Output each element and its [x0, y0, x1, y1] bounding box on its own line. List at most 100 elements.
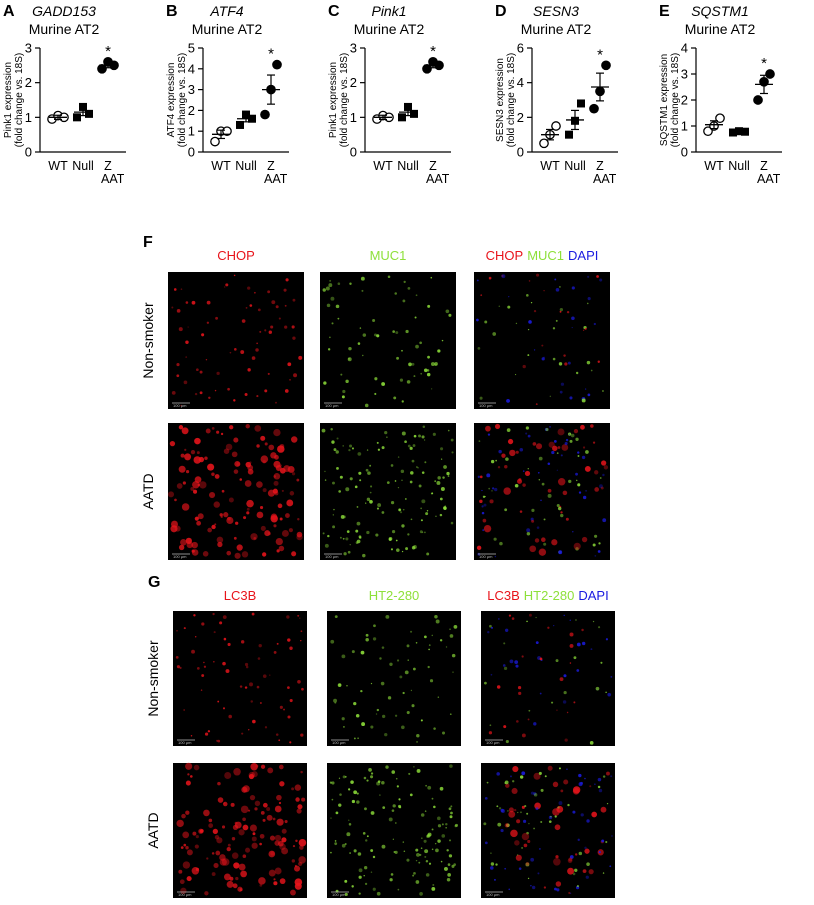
stain	[182, 481, 186, 485]
stain	[568, 433, 571, 436]
stain	[180, 453, 185, 458]
stain	[291, 325, 295, 329]
stain	[449, 713, 452, 716]
stain	[233, 862, 240, 869]
stain	[333, 448, 337, 452]
data-point	[260, 109, 270, 120]
stain	[518, 691, 522, 695]
stain	[357, 852, 362, 856]
stain	[572, 788, 580, 795]
stain	[447, 475, 450, 477]
stain	[252, 719, 256, 724]
stain	[216, 837, 223, 844]
stain	[285, 278, 289, 282]
stain	[567, 867, 574, 875]
stain	[281, 489, 284, 492]
stain	[598, 626, 601, 629]
stain	[434, 615, 438, 619]
stain	[496, 805, 499, 808]
x-tick-label: WT	[48, 160, 68, 173]
stain	[191, 541, 198, 549]
stain	[279, 467, 286, 474]
stain	[216, 430, 220, 434]
stain	[264, 530, 271, 537]
stain	[208, 823, 214, 828]
stain	[178, 544, 185, 551]
stain	[584, 846, 587, 850]
stain	[598, 788, 603, 793]
stain	[488, 487, 491, 490]
data-point	[85, 109, 93, 118]
stain	[445, 823, 448, 826]
stain	[185, 537, 192, 544]
stain	[547, 626, 550, 629]
micrograph	[320, 423, 456, 560]
stain	[272, 817, 276, 821]
stain	[198, 828, 204, 834]
stain	[247, 809, 251, 812]
chart-title: GADD153	[32, 3, 96, 19]
stain	[365, 468, 369, 472]
stain	[421, 837, 423, 839]
stain	[259, 330, 262, 333]
stain	[486, 781, 489, 784]
stain	[344, 892, 348, 897]
stain	[535, 616, 537, 619]
stain	[521, 847, 523, 849]
stain	[301, 687, 304, 691]
x-tick-label: Z AAT	[101, 160, 124, 186]
stain	[575, 547, 579, 551]
stain	[485, 425, 491, 432]
stain	[327, 534, 330, 538]
stain	[287, 686, 290, 689]
data-point	[398, 113, 406, 122]
stain	[510, 775, 512, 778]
stain	[550, 815, 552, 818]
stain	[569, 632, 574, 637]
stain	[171, 306, 174, 309]
stain	[217, 781, 221, 786]
stain	[235, 521, 239, 525]
stain	[484, 320, 488, 324]
chart-subtitle: Murine AT2	[29, 21, 100, 37]
stain	[194, 392, 198, 396]
stain	[337, 282, 341, 285]
stain	[213, 501, 220, 508]
stain	[426, 510, 429, 512]
y-tick-label: 1	[188, 124, 195, 139]
stain	[247, 368, 251, 372]
stain	[557, 506, 562, 511]
stain	[538, 771, 542, 775]
stain	[349, 477, 353, 481]
stain	[494, 878, 496, 881]
column-label: LC3B	[224, 588, 257, 603]
stain	[569, 892, 572, 895]
stain	[342, 537, 345, 540]
scale-bar-label: 100 μm	[486, 740, 500, 745]
y-tick-label: 3	[350, 41, 357, 56]
stain	[479, 475, 483, 479]
stain	[332, 514, 334, 516]
stain	[447, 873, 452, 877]
stain	[278, 840, 284, 847]
stain	[333, 508, 335, 511]
stain	[436, 480, 441, 485]
stain	[273, 881, 278, 886]
stain	[503, 725, 507, 729]
stain	[369, 491, 372, 494]
stain	[398, 508, 401, 511]
stain	[222, 615, 227, 620]
stain	[293, 373, 298, 378]
stain	[286, 615, 290, 619]
stain	[199, 370, 203, 374]
stain	[217, 739, 221, 743]
stain	[208, 396, 211, 399]
data-point	[404, 102, 412, 111]
stain	[364, 403, 369, 408]
stain	[273, 428, 281, 437]
stain	[515, 450, 519, 454]
stain	[194, 437, 201, 445]
stain	[432, 432, 436, 436]
stain	[501, 274, 506, 279]
stain	[275, 401, 277, 404]
